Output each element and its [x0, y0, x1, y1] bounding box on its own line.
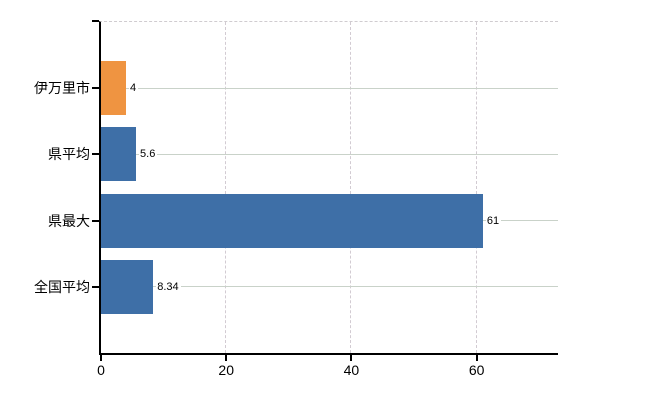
category-label: 県最大 — [48, 212, 90, 229]
category-gridline — [101, 286, 558, 288]
x-axis-tick — [475, 355, 478, 361]
x-axis-tick-label: 40 — [343, 362, 360, 378]
category-gridline — [101, 87, 558, 89]
category-gridline — [101, 153, 558, 155]
y-axis-tick — [92, 153, 99, 156]
bar-highlight — [101, 61, 127, 116]
y-axis-tick — [92, 87, 99, 90]
bar-default — [101, 259, 154, 314]
category-label: 全国平均 — [34, 278, 90, 295]
bar-default — [101, 127, 137, 182]
vertical-gridline — [350, 22, 352, 353]
y-axis-tick — [92, 285, 99, 288]
bar-value-label: 8.34 — [156, 279, 181, 294]
y-axis-tick — [92, 219, 99, 222]
vertical-gridline — [475, 22, 477, 353]
x-axis-tick — [100, 355, 102, 361]
bar-default — [101, 193, 483, 248]
x-axis-tick-label: 20 — [218, 362, 234, 378]
x-axis-tick — [225, 355, 228, 361]
x-axis-tick-label: 0 — [97, 362, 105, 378]
bar-value-label: 61 — [485, 213, 502, 228]
category-label: 伊万里市 — [34, 80, 90, 97]
bar-value-label: 4 — [129, 81, 139, 96]
plot-area: 0 20 40 60 伊万里市 4 県平均 5.6 県最大 61 全国平均 8.34 — [34, 20, 558, 378]
x-axis-tick — [350, 355, 353, 361]
vertical-gridline — [225, 22, 227, 353]
y-axis-top-tick — [92, 20, 99, 22]
x-axis-tick-label: 60 — [468, 362, 485, 378]
bar-value-label: 5.6 — [139, 147, 158, 162]
category-label: 県平均 — [48, 146, 90, 163]
